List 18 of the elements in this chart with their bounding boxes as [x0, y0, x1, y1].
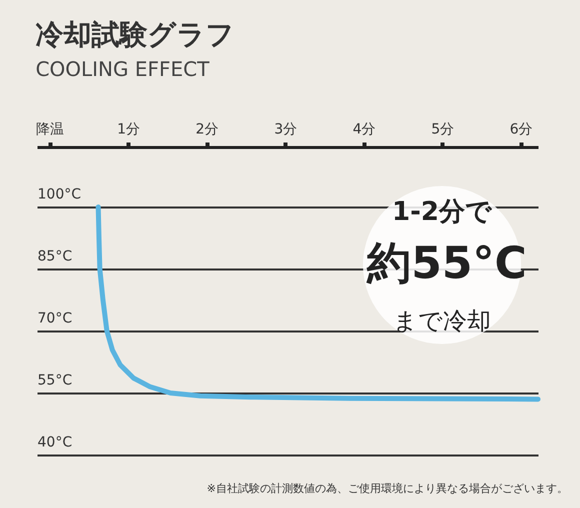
x-tick-label: 降温	[36, 122, 64, 138]
chart-subtitle: COOLING EFFECT	[36, 57, 210, 81]
chart-title: 冷却試験グラフ	[36, 18, 235, 51]
x-tick-label: 1分	[117, 122, 140, 138]
y-tick-label: 85°C	[38, 248, 72, 264]
x-tick-label: 4分	[352, 122, 376, 138]
x-tick-label: 6分	[510, 122, 533, 138]
annotation: まで冷却	[393, 307, 491, 335]
annotation: 約55°C	[366, 238, 527, 289]
y-tick-label: 70°C	[38, 310, 72, 326]
annotation: 1-2分で	[392, 197, 493, 227]
y-tick-label: 100°C	[38, 186, 82, 202]
y-tick-label: 55°C	[38, 372, 72, 388]
text: ※自社試験の計測数値の為、ご使用環境により異なる場合がございます。	[206, 482, 568, 495]
y-tick-label: 40°C	[38, 434, 72, 450]
x-tick-label: 5分	[431, 122, 454, 138]
x-tick-label: 3分	[274, 122, 298, 138]
x-tick-label: 2分	[196, 122, 219, 138]
